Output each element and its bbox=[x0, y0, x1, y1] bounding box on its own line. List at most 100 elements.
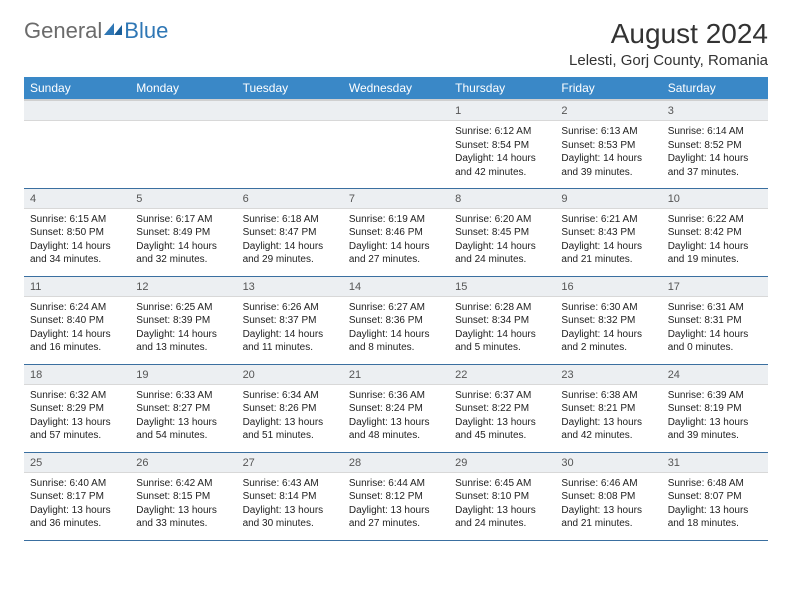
weekday-header: Friday bbox=[555, 77, 661, 100]
day-details: Sunrise: 6:44 AMSunset: 8:12 PMDaylight:… bbox=[343, 473, 449, 535]
calendar-day-cell: 5Sunrise: 6:17 AMSunset: 8:49 PMDaylight… bbox=[130, 188, 236, 276]
calendar-day-cell: 10Sunrise: 6:22 AMSunset: 8:42 PMDayligh… bbox=[662, 188, 768, 276]
day-details: Sunrise: 6:25 AMSunset: 8:39 PMDaylight:… bbox=[130, 297, 236, 359]
calendar-day-cell: 13Sunrise: 6:26 AMSunset: 8:37 PMDayligh… bbox=[237, 276, 343, 364]
calendar-day-cell: 29Sunrise: 6:45 AMSunset: 8:10 PMDayligh… bbox=[449, 452, 555, 540]
day-number: 15 bbox=[449, 277, 555, 297]
calendar-page: General Blue August 2024 Lelesti, Gorj C… bbox=[0, 0, 792, 559]
day-number: 9 bbox=[555, 189, 661, 209]
day-details: Sunrise: 6:40 AMSunset: 8:17 PMDaylight:… bbox=[24, 473, 130, 535]
logo-word-1: General bbox=[24, 18, 102, 44]
day-number: 8 bbox=[449, 189, 555, 209]
day-details: Sunrise: 6:22 AMSunset: 8:42 PMDaylight:… bbox=[662, 209, 768, 271]
day-number: 6 bbox=[237, 189, 343, 209]
day-number: 11 bbox=[24, 277, 130, 297]
calendar-day-cell: 6Sunrise: 6:18 AMSunset: 8:47 PMDaylight… bbox=[237, 188, 343, 276]
calendar-day-cell: 24Sunrise: 6:39 AMSunset: 8:19 PMDayligh… bbox=[662, 364, 768, 452]
calendar-day-cell bbox=[343, 100, 449, 188]
month-title: August 2024 bbox=[569, 18, 768, 50]
logo-icon bbox=[102, 19, 124, 44]
day-details: Sunrise: 6:31 AMSunset: 8:31 PMDaylight:… bbox=[662, 297, 768, 359]
day-number: 24 bbox=[662, 365, 768, 385]
calendar-week-row: 25Sunrise: 6:40 AMSunset: 8:17 PMDayligh… bbox=[24, 452, 768, 540]
day-number: 22 bbox=[449, 365, 555, 385]
day-number: 2 bbox=[555, 101, 661, 121]
day-number: 29 bbox=[449, 453, 555, 473]
day-number: 10 bbox=[662, 189, 768, 209]
title-block: August 2024 Lelesti, Gorj County, Romani… bbox=[569, 18, 768, 69]
day-number bbox=[24, 101, 130, 121]
day-number: 7 bbox=[343, 189, 449, 209]
day-details: Sunrise: 6:14 AMSunset: 8:52 PMDaylight:… bbox=[662, 121, 768, 183]
calendar-day-cell: 12Sunrise: 6:25 AMSunset: 8:39 PMDayligh… bbox=[130, 276, 236, 364]
day-details: Sunrise: 6:38 AMSunset: 8:21 PMDaylight:… bbox=[555, 385, 661, 447]
day-number: 25 bbox=[24, 453, 130, 473]
day-number: 1 bbox=[449, 101, 555, 121]
weekday-header: Saturday bbox=[662, 77, 768, 100]
day-number: 27 bbox=[237, 453, 343, 473]
calendar-day-cell: 25Sunrise: 6:40 AMSunset: 8:17 PMDayligh… bbox=[24, 452, 130, 540]
calendar-day-cell: 19Sunrise: 6:33 AMSunset: 8:27 PMDayligh… bbox=[130, 364, 236, 452]
weekday-header: Tuesday bbox=[237, 77, 343, 100]
day-number: 4 bbox=[24, 189, 130, 209]
day-number: 26 bbox=[130, 453, 236, 473]
day-details bbox=[237, 121, 343, 129]
calendar-day-cell: 2Sunrise: 6:13 AMSunset: 8:53 PMDaylight… bbox=[555, 100, 661, 188]
calendar-day-cell: 1Sunrise: 6:12 AMSunset: 8:54 PMDaylight… bbox=[449, 100, 555, 188]
calendar-day-cell: 26Sunrise: 6:42 AMSunset: 8:15 PMDayligh… bbox=[130, 452, 236, 540]
calendar-table: Sunday Monday Tuesday Wednesday Thursday… bbox=[24, 77, 768, 541]
calendar-day-cell: 31Sunrise: 6:48 AMSunset: 8:07 PMDayligh… bbox=[662, 452, 768, 540]
location-line: Lelesti, Gorj County, Romania bbox=[569, 52, 768, 69]
calendar-day-cell: 9Sunrise: 6:21 AMSunset: 8:43 PMDaylight… bbox=[555, 188, 661, 276]
day-number: 21 bbox=[343, 365, 449, 385]
calendar-day-cell: 22Sunrise: 6:37 AMSunset: 8:22 PMDayligh… bbox=[449, 364, 555, 452]
day-details: Sunrise: 6:43 AMSunset: 8:14 PMDaylight:… bbox=[237, 473, 343, 535]
calendar-day-cell: 30Sunrise: 6:46 AMSunset: 8:08 PMDayligh… bbox=[555, 452, 661, 540]
day-details: Sunrise: 6:42 AMSunset: 8:15 PMDaylight:… bbox=[130, 473, 236, 535]
day-details: Sunrise: 6:37 AMSunset: 8:22 PMDaylight:… bbox=[449, 385, 555, 447]
weekday-header: Monday bbox=[130, 77, 236, 100]
day-details: Sunrise: 6:26 AMSunset: 8:37 PMDaylight:… bbox=[237, 297, 343, 359]
calendar-day-cell: 16Sunrise: 6:30 AMSunset: 8:32 PMDayligh… bbox=[555, 276, 661, 364]
calendar-day-cell: 8Sunrise: 6:20 AMSunset: 8:45 PMDaylight… bbox=[449, 188, 555, 276]
logo: General Blue bbox=[24, 18, 168, 44]
calendar-day-cell bbox=[130, 100, 236, 188]
logo-word-2: Blue bbox=[124, 18, 168, 44]
calendar-week-row: 11Sunrise: 6:24 AMSunset: 8:40 PMDayligh… bbox=[24, 276, 768, 364]
day-number: 20 bbox=[237, 365, 343, 385]
day-details bbox=[130, 121, 236, 129]
day-details: Sunrise: 6:21 AMSunset: 8:43 PMDaylight:… bbox=[555, 209, 661, 271]
calendar-day-cell: 3Sunrise: 6:14 AMSunset: 8:52 PMDaylight… bbox=[662, 100, 768, 188]
calendar-week-row: 18Sunrise: 6:32 AMSunset: 8:29 PMDayligh… bbox=[24, 364, 768, 452]
day-details: Sunrise: 6:30 AMSunset: 8:32 PMDaylight:… bbox=[555, 297, 661, 359]
calendar-week-row: 1Sunrise: 6:12 AMSunset: 8:54 PMDaylight… bbox=[24, 100, 768, 188]
day-number: 18 bbox=[24, 365, 130, 385]
calendar-day-cell: 11Sunrise: 6:24 AMSunset: 8:40 PMDayligh… bbox=[24, 276, 130, 364]
day-details: Sunrise: 6:27 AMSunset: 8:36 PMDaylight:… bbox=[343, 297, 449, 359]
day-details: Sunrise: 6:28 AMSunset: 8:34 PMDaylight:… bbox=[449, 297, 555, 359]
calendar-day-cell: 4Sunrise: 6:15 AMSunset: 8:50 PMDaylight… bbox=[24, 188, 130, 276]
day-details: Sunrise: 6:17 AMSunset: 8:49 PMDaylight:… bbox=[130, 209, 236, 271]
day-number: 17 bbox=[662, 277, 768, 297]
calendar-day-cell: 7Sunrise: 6:19 AMSunset: 8:46 PMDaylight… bbox=[343, 188, 449, 276]
day-number: 3 bbox=[662, 101, 768, 121]
day-details: Sunrise: 6:12 AMSunset: 8:54 PMDaylight:… bbox=[449, 121, 555, 183]
day-details: Sunrise: 6:33 AMSunset: 8:27 PMDaylight:… bbox=[130, 385, 236, 447]
calendar-day-cell: 27Sunrise: 6:43 AMSunset: 8:14 PMDayligh… bbox=[237, 452, 343, 540]
weekday-header: Sunday bbox=[24, 77, 130, 100]
day-details: Sunrise: 6:15 AMSunset: 8:50 PMDaylight:… bbox=[24, 209, 130, 271]
day-details: Sunrise: 6:20 AMSunset: 8:45 PMDaylight:… bbox=[449, 209, 555, 271]
day-details: Sunrise: 6:34 AMSunset: 8:26 PMDaylight:… bbox=[237, 385, 343, 447]
day-number: 5 bbox=[130, 189, 236, 209]
page-header: General Blue August 2024 Lelesti, Gorj C… bbox=[24, 18, 768, 69]
day-details: Sunrise: 6:13 AMSunset: 8:53 PMDaylight:… bbox=[555, 121, 661, 183]
calendar-day-cell: 23Sunrise: 6:38 AMSunset: 8:21 PMDayligh… bbox=[555, 364, 661, 452]
calendar-day-cell: 28Sunrise: 6:44 AMSunset: 8:12 PMDayligh… bbox=[343, 452, 449, 540]
day-number: 30 bbox=[555, 453, 661, 473]
day-number bbox=[343, 101, 449, 121]
day-number: 28 bbox=[343, 453, 449, 473]
calendar-day-cell: 18Sunrise: 6:32 AMSunset: 8:29 PMDayligh… bbox=[24, 364, 130, 452]
day-details: Sunrise: 6:48 AMSunset: 8:07 PMDaylight:… bbox=[662, 473, 768, 535]
day-number: 16 bbox=[555, 277, 661, 297]
day-number bbox=[237, 101, 343, 121]
